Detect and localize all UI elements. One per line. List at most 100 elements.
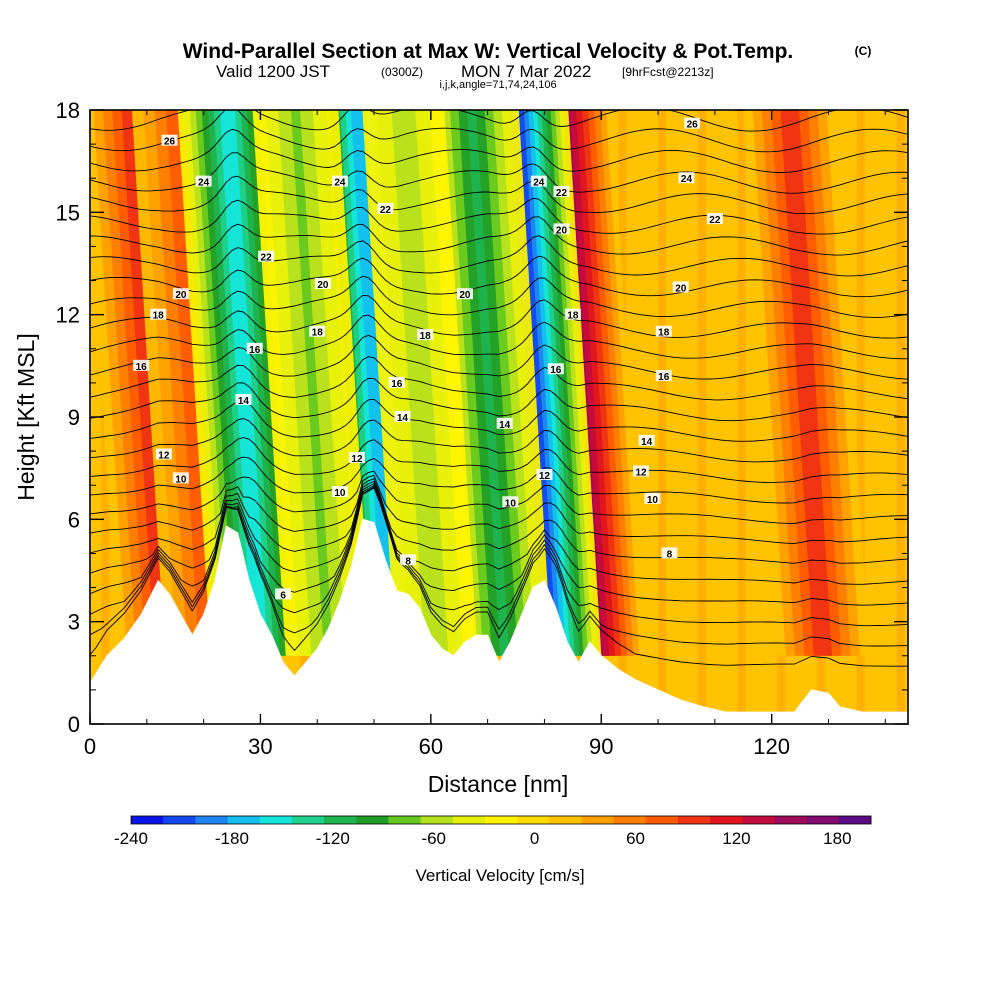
contour-labels: 6 8 8 10 10 10 10 12 12 12 12 14 14 14 14 16 16 16 16 16 18 1…: [133, 117, 723, 601]
contour-label: 18: [420, 331, 432, 342]
theta-contour-line: [90, 110, 908, 153]
theta-contour-line: [90, 334, 908, 380]
theta-contour-line: [90, 418, 908, 463]
colorbar-segment: [452, 816, 486, 824]
colorbar-segment: [838, 816, 872, 824]
velocity-weak-band: [856, 110, 865, 724]
theta-contour-line: [90, 398, 908, 442]
contour-label: 12: [158, 451, 170, 462]
contour-label: 20: [317, 280, 329, 291]
contour-label-box: [678, 172, 695, 184]
x-tick-label: 30: [248, 734, 272, 759]
colorbar-tick-label: -180: [215, 829, 249, 848]
axes: 0 30 60 90 120 0 3 6 9 12 15 18: [56, 98, 908, 759]
contour-label-box: [275, 588, 292, 600]
theta-contour-line: [90, 474, 908, 545]
theta-contour-line: [90, 456, 908, 504]
plot-area: 6 8 8 10 10 10 10 12 12 12 12 14 14 14 14 16 16 16 16 16 18 1…: [90, 110, 908, 724]
chart-title: Wind-Parallel Section at Max W: Vertical…: [183, 40, 794, 63]
x-tick-label: 90: [589, 734, 613, 759]
contour-label: 14: [238, 396, 250, 407]
contour-label-box: [417, 329, 434, 341]
contour-label-box: [388, 376, 405, 388]
colorbar: -240 -180 -120 -60 0 60 120 180: [114, 815, 872, 848]
velocity-weak-band: [658, 110, 667, 724]
contour-label-box: [530, 175, 547, 187]
colorbar-segment: [163, 816, 196, 824]
colorbar-segment: [291, 816, 325, 824]
contour-label-box: [684, 117, 701, 129]
contour-label-box: [706, 213, 723, 225]
subtitle-indices: i,j,k,angle=71,74,24,106: [439, 79, 556, 91]
colorbar-segment: [710, 816, 743, 824]
contour-label-box: [348, 451, 365, 463]
x-tick-label: 120: [753, 734, 790, 759]
theta-contour-line: [90, 470, 908, 524]
contour-label-box: [553, 223, 570, 235]
contour-label: 16: [391, 379, 403, 390]
colorbar-segment: [195, 816, 228, 824]
theta-contour-line: [90, 128, 908, 173]
contour-label-box: [633, 465, 650, 477]
colorbar-tick-label: 0: [530, 829, 539, 848]
contour-label: 10: [175, 474, 187, 485]
theta-contour-line: [90, 152, 908, 194]
y-tick-label: 12: [56, 303, 80, 328]
contour-label: 16: [550, 365, 562, 376]
contour-label-box: [309, 325, 326, 337]
theta-contour-line: [90, 197, 908, 235]
colorbar-segment: [324, 816, 357, 824]
contour-label-box: [553, 185, 570, 197]
contour-label-box: [377, 202, 394, 214]
contour-label: 20: [459, 290, 471, 301]
contour-label: 18: [567, 311, 579, 322]
contour-label: 8: [405, 556, 411, 567]
contour-label-box: [331, 486, 348, 498]
contour-label-box: [655, 325, 672, 337]
contour-label: 18: [153, 311, 165, 322]
contour-label-box: [235, 393, 252, 405]
theta-contour-line: [90, 255, 908, 298]
copyright-mark: (C): [855, 44, 872, 58]
downdraft-band: [467, 110, 510, 656]
velocity-weak-band: [697, 110, 706, 724]
contour-label: 10: [334, 488, 346, 499]
contour-label-box: [195, 175, 212, 187]
contour-label: 10: [647, 495, 659, 506]
contour-label-box: [172, 288, 189, 300]
y-tick-label: 0: [68, 712, 80, 737]
theta-contour-line: [90, 437, 908, 483]
colorbar-tick-label: 180: [823, 829, 851, 848]
colorbar-segment: [549, 816, 582, 824]
contour-label: 16: [249, 345, 261, 356]
theta-contours: [90, 110, 908, 667]
theta-contour-line: [90, 235, 908, 277]
colorbar-segment: [613, 816, 647, 824]
contour-label-box: [672, 281, 689, 293]
subtitle-valid: Valid 1200 JST: [216, 62, 330, 81]
colorbar-segment: [356, 816, 389, 824]
contour-label-box: [456, 288, 473, 300]
contour-label-box: [536, 468, 553, 480]
colorbar-segment: [677, 816, 711, 824]
contour-label: 24: [681, 174, 693, 185]
contour-label-box: [331, 175, 348, 187]
theta-contour-line: [90, 294, 908, 339]
contour-label: 10: [505, 498, 517, 509]
terrain-mask: [90, 518, 908, 724]
theta-contour-line: [90, 356, 908, 401]
theta-contour-line: [90, 275, 908, 318]
colorbar-segment: [742, 816, 775, 824]
colorbar-segment: [420, 816, 454, 824]
contour-label-box: [133, 359, 150, 371]
colorbar-tick-label: -120: [316, 829, 350, 848]
contour-label: 14: [499, 420, 511, 431]
contour-label: 22: [556, 188, 568, 199]
y-tick-label: 9: [68, 405, 80, 430]
contour-label-box: [655, 370, 672, 382]
contour-label-box: [155, 448, 172, 460]
contour-label-box: [161, 134, 178, 146]
contour-label-box: [564, 308, 581, 320]
